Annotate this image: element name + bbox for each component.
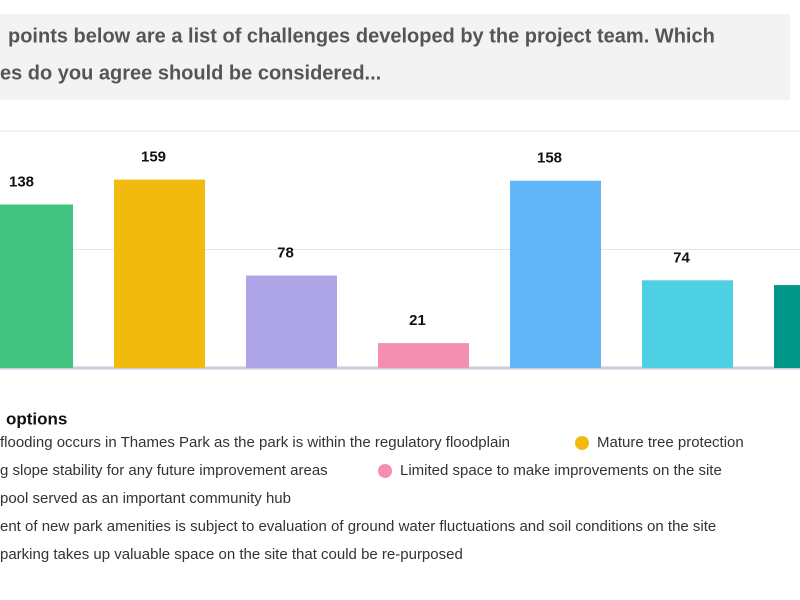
legend-label: pool served as an important community hu… [0, 490, 291, 507]
bar [114, 179, 205, 368]
title-line: points below are a list of challenges de… [8, 25, 715, 47]
legend-label: Mature tree protection [597, 434, 744, 451]
value-label: 21 [409, 312, 426, 329]
bar [510, 180, 601, 368]
legend-label: flooding occurs in Thames Park as the pa… [0, 434, 510, 451]
legend-label: Limited space to make improvements on th… [400, 462, 722, 479]
value-label: 138 [9, 173, 34, 190]
value-label: 158 [537, 150, 562, 167]
bar [0, 204, 73, 368]
value-label: 74 [673, 249, 690, 266]
legend-marker [575, 436, 589, 450]
bar [378, 343, 469, 368]
legend-label: g slope stability for any future improve… [0, 462, 328, 479]
value-label: 78 [277, 245, 294, 262]
title-box [0, 14, 790, 100]
legend-title: options [6, 409, 67, 428]
bar [246, 275, 337, 368]
bar [642, 280, 733, 368]
value-label: 159 [141, 149, 166, 166]
title-line: es do you agree should be considered... [0, 62, 381, 84]
bar [774, 285, 800, 368]
legend-label: ent of new park amenities is subject to … [0, 518, 716, 535]
legend-label: parking takes up valuable space on the s… [0, 546, 463, 563]
legend-marker [378, 464, 392, 478]
